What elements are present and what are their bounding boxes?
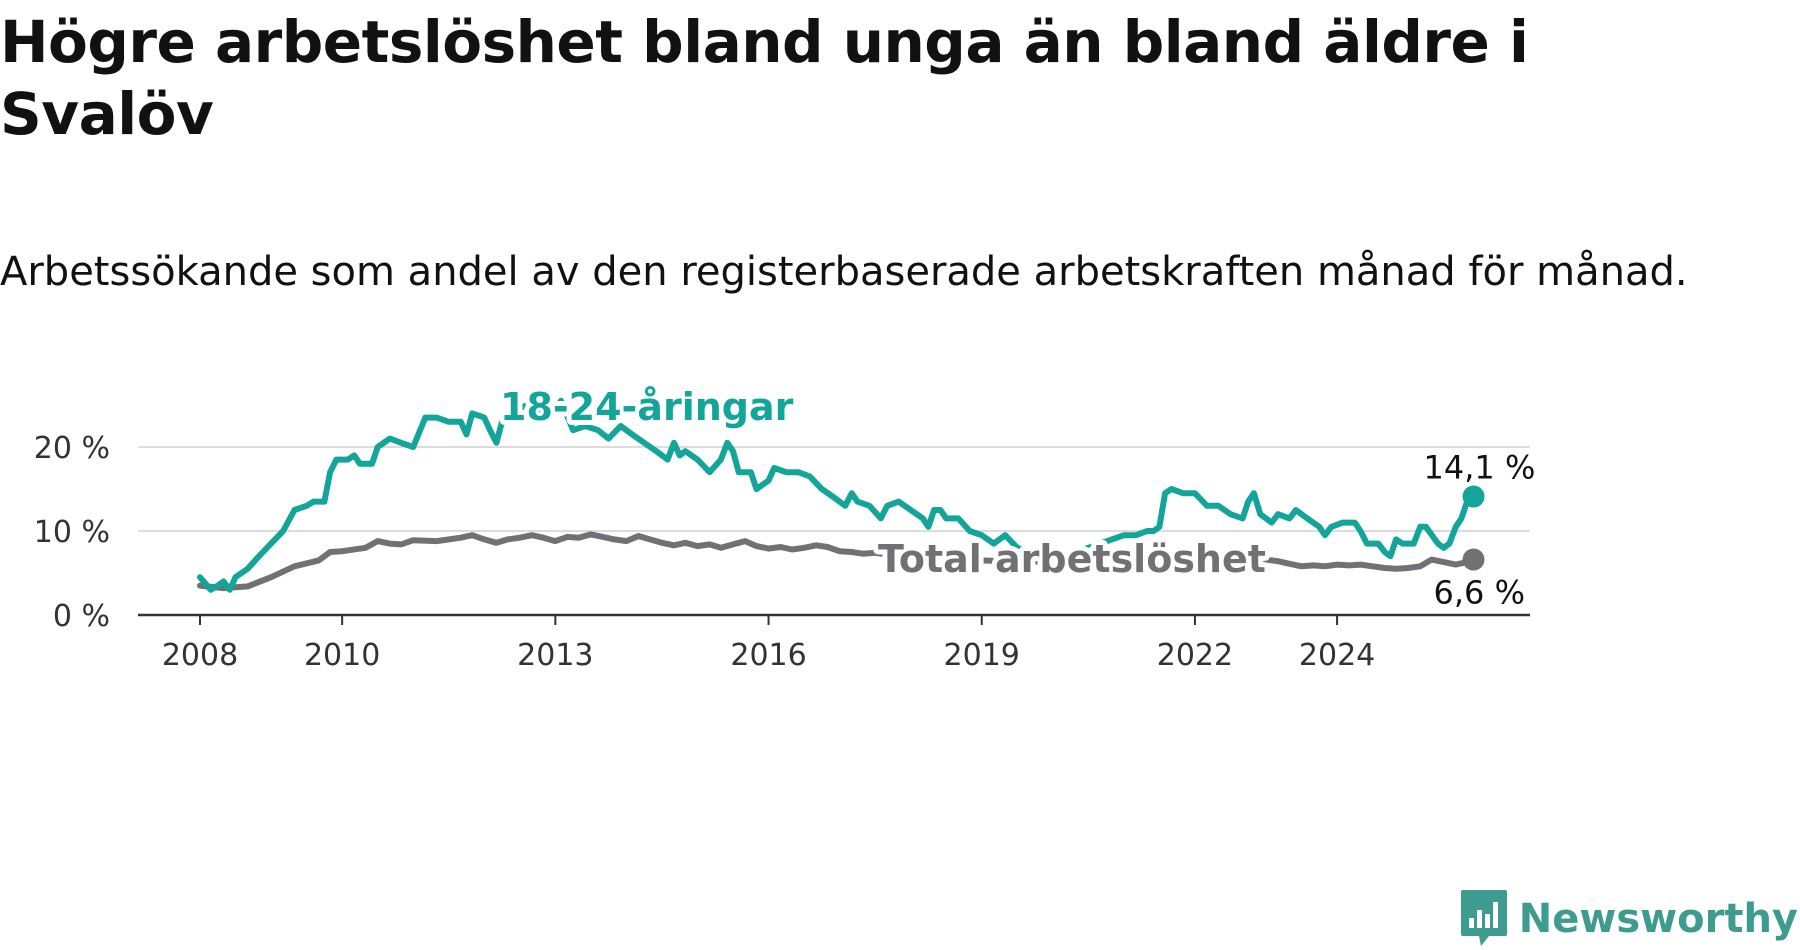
series-lines [197, 397, 1485, 593]
y-tick-label: 0 % [53, 599, 110, 634]
end-label-18-24: 14,1 % [1424, 449, 1536, 487]
brand-name: Newsworthy [1518, 896, 1798, 942]
end-point-total [1462, 548, 1485, 571]
newsworthy-logo: Newsworthy [1459, 888, 1798, 950]
x-tick-label: 2010 [304, 638, 380, 673]
y-axis-ticks: 0 % 10 % 20 % [34, 431, 110, 634]
end-label-total: 6,6 % [1434, 574, 1525, 612]
y-tick-label: 20 % [34, 431, 110, 466]
series-line-total [197, 531, 1477, 592]
x-tick-label: 2008 [162, 638, 238, 673]
chart-title: Högre arbetslöshet bland unga än bland ä… [0, 8, 1529, 148]
series-label-18-24-halo: 18-24-åringar [500, 385, 794, 429]
y-tick-label: 10 % [34, 515, 110, 550]
chart-subtitle: Arbetssökande som andel av den registerb… [0, 249, 1688, 295]
series-label-18-24: 18-24-åringar [500, 385, 794, 429]
x-axis-ticks: 2008 2010 2013 2016 2019 2022 2024 [162, 615, 1375, 673]
x-tick-label: 2013 [517, 638, 593, 673]
end-point-18-24 [1462, 485, 1485, 508]
bar-chart-speech-bubble-icon [1460, 890, 1507, 946]
gridlines [138, 446, 1530, 532]
x-tick-label: 2022 [1157, 638, 1233, 673]
x-tick-label: 2019 [944, 638, 1020, 673]
series-label-total: Total arbetslöshet [878, 537, 1266, 581]
series-line-18-24 [197, 397, 1477, 593]
series-label-total-halo: Total arbetslöshet [878, 537, 1266, 581]
x-tick-label: 2024 [1299, 638, 1375, 673]
x-tick-label: 2016 [730, 638, 806, 673]
